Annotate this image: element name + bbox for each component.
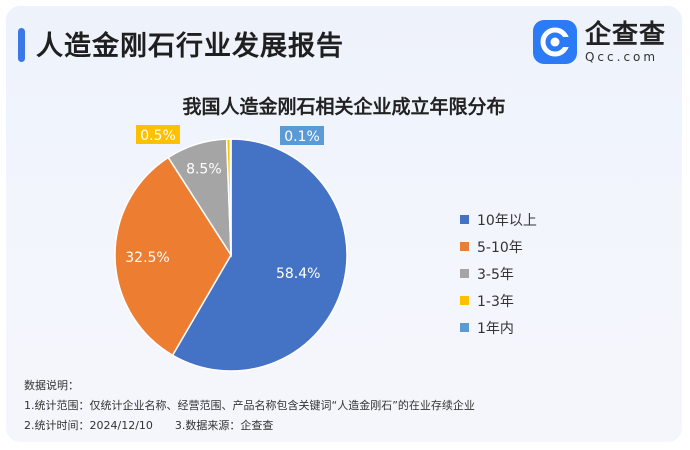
legend-swatch-2 <box>460 269 469 278</box>
legend-label-0: 10年以上 <box>477 212 537 229</box>
data-label-box-3 <box>136 125 180 144</box>
legend-label-1: 5-10年 <box>477 239 523 256</box>
title-accent-bar <box>18 28 25 62</box>
pie-slice-4 <box>229 138 232 256</box>
legend-item-3: 1-3年 <box>460 287 537 314</box>
logo-domain: Qcc.com <box>584 50 659 64</box>
data-label-0: 58.4% <box>276 266 320 282</box>
legend-swatch-0 <box>460 215 469 224</box>
pie-slice-1 <box>114 156 232 357</box>
pie-chart: 58.4% 32.5% 8.5% 0.5% 0.1% <box>114 125 348 372</box>
report-card: 人造金刚石行业发展报告 企查查 Qcc.com 我国人造金刚石相关企业成立年限分… <box>6 6 682 442</box>
legend-label-4: 1年内 <box>477 320 514 337</box>
chart-title: 我国人造金刚石相关企业成立年限分布 <box>182 96 506 118</box>
notes-time: 2.统计时间：2024/12/10 <box>24 419 153 432</box>
data-label-4: 0.1% <box>284 129 320 145</box>
legend-item-4: 1年内 <box>460 314 537 341</box>
legend-label-3: 1-3年 <box>477 293 514 310</box>
qcc-logo-icon <box>532 20 577 64</box>
data-notes: 数据说明： 1.统计范围：仅统计企业名称、经营范围、产品名称包含关键词“人造金刚… <box>24 376 475 436</box>
qcc-logo: 企查查 Qcc.com <box>532 16 666 68</box>
legend-item-1: 5-10年 <box>460 233 537 260</box>
pie-slice-0 <box>171 138 348 372</box>
data-label-1: 32.5% <box>125 250 169 266</box>
chart-legend: 10年以上 5-10年 3-5年 1-3年 1年内 <box>460 206 537 341</box>
legend-swatch-1 <box>460 242 469 251</box>
legend-item-0: 10年以上 <box>460 206 537 233</box>
legend-item-2: 3-5年 <box>460 260 537 287</box>
notes-heading: 数据说明： <box>24 379 79 392</box>
legend-swatch-3 <box>460 296 469 305</box>
data-label-box-4 <box>280 126 324 145</box>
logo-name: 企查查 <box>584 20 666 50</box>
data-label-3: 0.5% <box>140 128 176 144</box>
data-label-2: 8.5% <box>186 162 222 178</box>
notes-scope: 1.统计范围：仅统计企业名称、经营范围、产品名称包含关键词“人造金刚石”的在业存… <box>24 399 475 412</box>
legend-swatch-4 <box>460 323 469 332</box>
notes-source: 3.数据来源：企查查 <box>174 419 274 432</box>
report-title: 人造金刚石行业发展报告 <box>36 31 344 62</box>
legend-label-2: 3-5年 <box>477 266 514 283</box>
